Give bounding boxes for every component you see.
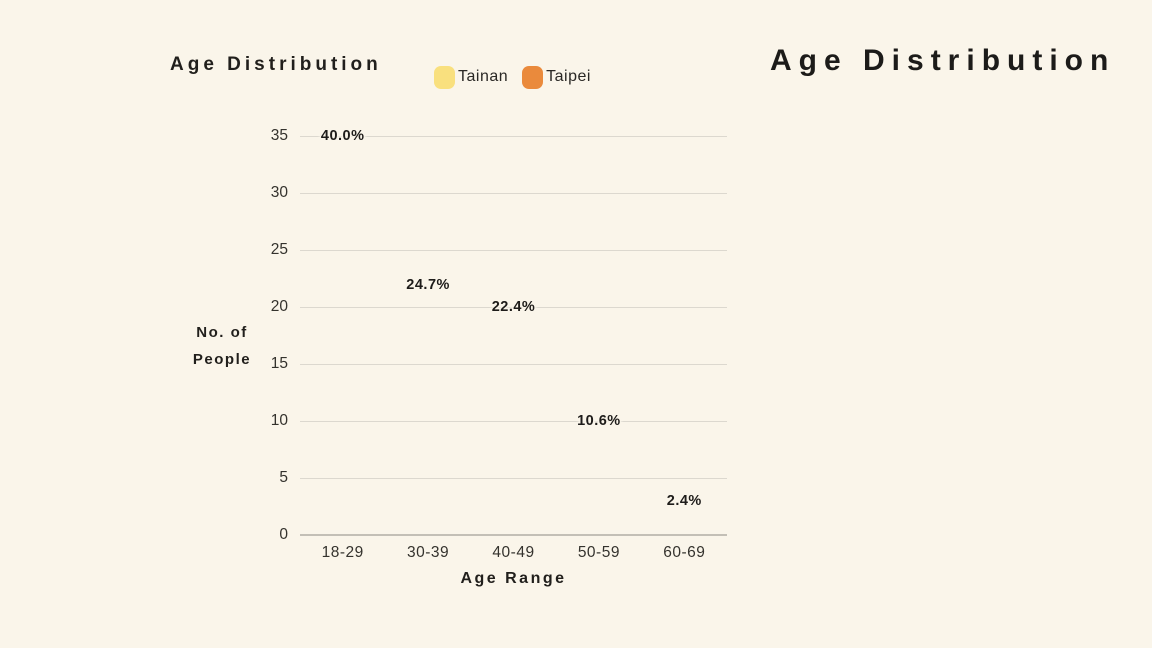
bar-value-label: 40.0% <box>320 128 365 145</box>
y-axis-title-line1: No. of <box>196 324 248 341</box>
x-axis-title: Age Range <box>460 570 567 587</box>
gridline <box>300 135 727 137</box>
legend-item-taipei: Taipei <box>522 65 591 89</box>
x-tick-label: 50-59 <box>577 544 620 561</box>
x-axis-baseline <box>300 534 727 536</box>
bar-value-label: 10.6% <box>577 413 621 430</box>
page-title: Age Distribution <box>770 44 1116 77</box>
x-tick-label: 30-39 <box>407 544 450 561</box>
bar-value-label: 22.4% <box>491 299 536 316</box>
gridline <box>300 477 727 479</box>
y-axis-title: No. of People <box>162 319 282 373</box>
legend-swatch-tainan <box>434 65 455 89</box>
legend-label: Tainan <box>458 68 509 85</box>
y-tick-label: 30 <box>270 184 288 201</box>
y-tick-label: 15 <box>270 355 288 372</box>
gridline <box>300 363 727 365</box>
chart-legend: Tainan Taipei <box>434 63 605 91</box>
gridline <box>300 192 727 194</box>
y-tick-label: 25 <box>270 241 288 258</box>
bar-value-label: 2.4% <box>666 493 702 510</box>
x-tick-label: 18-29 <box>321 544 364 561</box>
y-axis-title-line2: People <box>192 351 252 368</box>
gridline <box>300 306 727 308</box>
legend-swatch-taipei <box>522 65 544 89</box>
gridline <box>300 249 727 251</box>
y-tick-label: 10 <box>270 412 288 429</box>
y-tick-label: 35 <box>270 127 288 144</box>
legend-label: Taipei <box>546 68 591 85</box>
chart-title: Age Distribution <box>170 54 382 75</box>
y-tick-label: 0 <box>279 526 288 543</box>
x-tick-label: 40-49 <box>492 544 535 561</box>
legend-item-tainan: Tainan <box>434 65 509 89</box>
bar-value-label: 24.7% <box>406 276 450 293</box>
chart-plot-area: 0 5 10 15 20 25 30 35 18-29 30-39 40-49 50-59 60-69 4… <box>271 127 727 561</box>
y-tick-label: 20 <box>270 298 288 315</box>
y-tick-label: 5 <box>279 469 288 486</box>
gridline <box>300 420 727 422</box>
x-tick-label: 60-69 <box>663 544 706 561</box>
